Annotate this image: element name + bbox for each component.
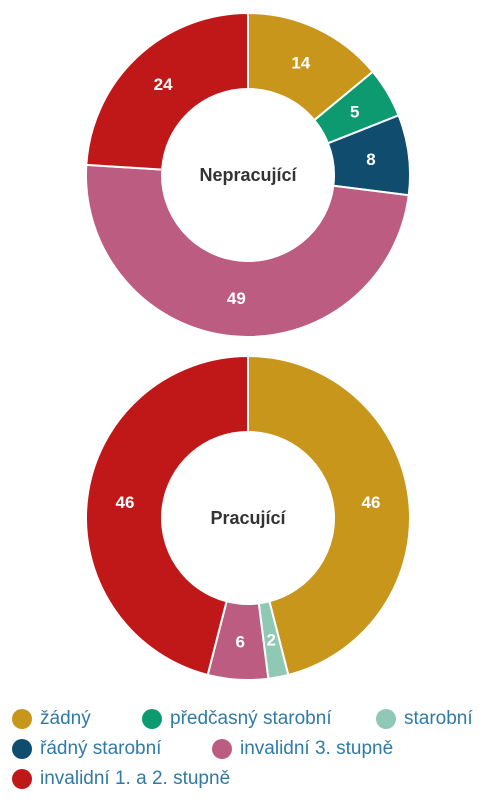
- slice-value-label: 2: [267, 630, 276, 649]
- legend-dot-icon: [12, 739, 32, 759]
- legend-dot-icon: [376, 709, 396, 729]
- legend-dot-icon: [142, 709, 162, 729]
- chart-title: Nepracující: [199, 165, 297, 185]
- legend-item-starobni: starobní: [376, 708, 473, 730]
- donut-chart-nepracujici: 14 5 8 49 24 Nepracující: [85, 11, 411, 338]
- legend-item-zadny: žádný: [12, 708, 91, 730]
- slice-value-label: 8: [366, 150, 375, 169]
- legend-label: starobní: [404, 708, 473, 729]
- legend-dot-icon: [12, 709, 32, 729]
- legend-label: řádný starobní: [40, 738, 162, 759]
- slice-value-label: 46: [116, 493, 135, 512]
- legend-label: invalidní 3. stupně: [240, 738, 394, 759]
- legend-item-inv12: invalidní 1. a 2. stupně: [12, 768, 230, 790]
- donut-chart-pracujici: 46 2 6 46 Pracující: [85, 354, 411, 681]
- legend-item-radny: řádný starobní: [12, 738, 161, 760]
- slice-value-label: 46: [362, 493, 381, 512]
- slice-inv3: [85, 163, 410, 338]
- donut-charts: 14 5 8 49 24 Nepracující 46 2 6 46 Pracující: [85, 11, 411, 681]
- legend-item-inv3: invalidní 3. stupně: [212, 738, 393, 760]
- slice-value-label: 5: [350, 102, 359, 121]
- slice-inv12: [85, 354, 249, 677]
- slice-value-label: 6: [235, 632, 244, 651]
- legend-dot-icon: [12, 769, 32, 789]
- legend-label: invalidní 1. a 2. stupně: [40, 768, 231, 789]
- legend-dot-icon: [212, 739, 232, 759]
- slice-inv12: [85, 11, 249, 171]
- legend-item-predcasny: předčasný starobní: [142, 708, 332, 730]
- slice-value-label: 49: [227, 289, 246, 308]
- slice-value-label: 14: [291, 53, 310, 72]
- legend-label: předčasný starobní: [170, 708, 332, 729]
- slice-zadny: [247, 354, 411, 677]
- chart-title: Pracující: [210, 508, 286, 528]
- legend-label: žádný: [40, 708, 91, 729]
- slice-value-label: 24: [154, 75, 173, 94]
